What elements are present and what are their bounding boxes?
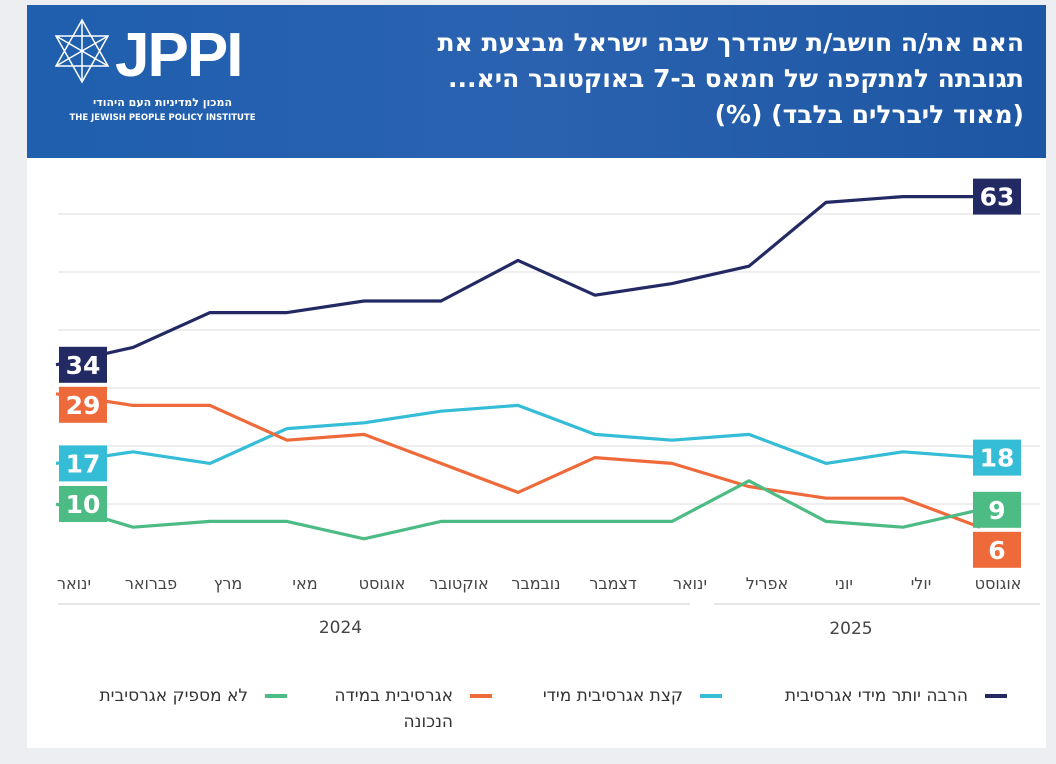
logo-hebrew: המכון למדיניות העם היהודי	[93, 96, 232, 109]
title-line: (מאוד ליברלים בלבד) (%)	[714, 100, 1024, 129]
x-tick-label: ינואר	[57, 574, 91, 593]
series-line	[55, 392, 981, 529]
value-label-box	[973, 491, 1021, 528]
value-label: 17	[66, 449, 101, 478]
x-tick-label: ינואר	[673, 574, 707, 593]
title-line: האם את/ה חושב/ת שהדרך שבה ישראל מבצעת את	[437, 28, 1024, 57]
value-label-box	[59, 346, 107, 383]
series-line	[55, 195, 980, 367]
legend-label: לא מספיק אגרסיבית	[99, 686, 249, 706]
legend-label: קצת אגרסיבית מידי	[542, 686, 683, 706]
year-label: 2024	[319, 618, 362, 638]
value-label: 9	[988, 496, 1005, 525]
x-tick-label: אוגוסט	[975, 574, 1022, 593]
value-label-box	[59, 386, 107, 423]
title: האם את/ה חושב/ת שהדרך שבה ישראל מבצעת את…	[437, 25, 1024, 133]
value-label-box	[59, 486, 107, 522]
header: האם את/ה חושב/ת שהדרך שבה ישראל מבצעת את…	[27, 5, 1046, 158]
value-label: 29	[66, 391, 101, 420]
x-tick-label: יוני	[835, 574, 853, 593]
value-label-box	[59, 445, 107, 482]
title-line: תגובתה למתקפה של חמאס ב-7 באוקטובר היא..…	[448, 64, 1024, 93]
x-tick-label: דצמבר	[589, 574, 637, 593]
value-label-box	[973, 178, 1021, 215]
legend-label: אגרסיבית במידה הנכונה	[334, 686, 453, 732]
value-label: 18	[980, 444, 1015, 473]
logo: JPPI	[115, 21, 243, 90]
x-tick-label: נובמבר	[511, 574, 560, 593]
x-tick-label: יולי	[911, 574, 932, 593]
value-label: 6	[988, 536, 1005, 565]
x-tick-label: אוגוסט	[359, 574, 406, 593]
x-tick-label: מרץ	[214, 574, 243, 593]
value-label-box	[973, 439, 1021, 476]
legend-label: הרבה יותר מידי אגרסיבית	[784, 686, 968, 706]
logo-english: THE JEWISH PEOPLE POLICY INSTITUTE	[69, 113, 256, 123]
series-line	[55, 479, 981, 541]
value-label: 34	[66, 351, 101, 380]
value-label: 10	[66, 490, 101, 519]
x-tick-label: מאי	[292, 574, 317, 593]
series-line	[55, 403, 981, 465]
x-tick-label: פברואר	[125, 574, 177, 593]
value-label: 63	[980, 183, 1015, 212]
x-tick-label: אוקטובר	[429, 574, 488, 593]
logo-star	[54, 18, 110, 84]
value-label-box	[973, 531, 1021, 568]
year-label: 2025	[829, 619, 872, 639]
x-tick-label: אפריל	[746, 574, 788, 593]
